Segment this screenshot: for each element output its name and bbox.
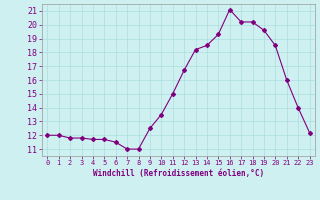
X-axis label: Windchill (Refroidissement éolien,°C): Windchill (Refroidissement éolien,°C) bbox=[93, 169, 264, 178]
